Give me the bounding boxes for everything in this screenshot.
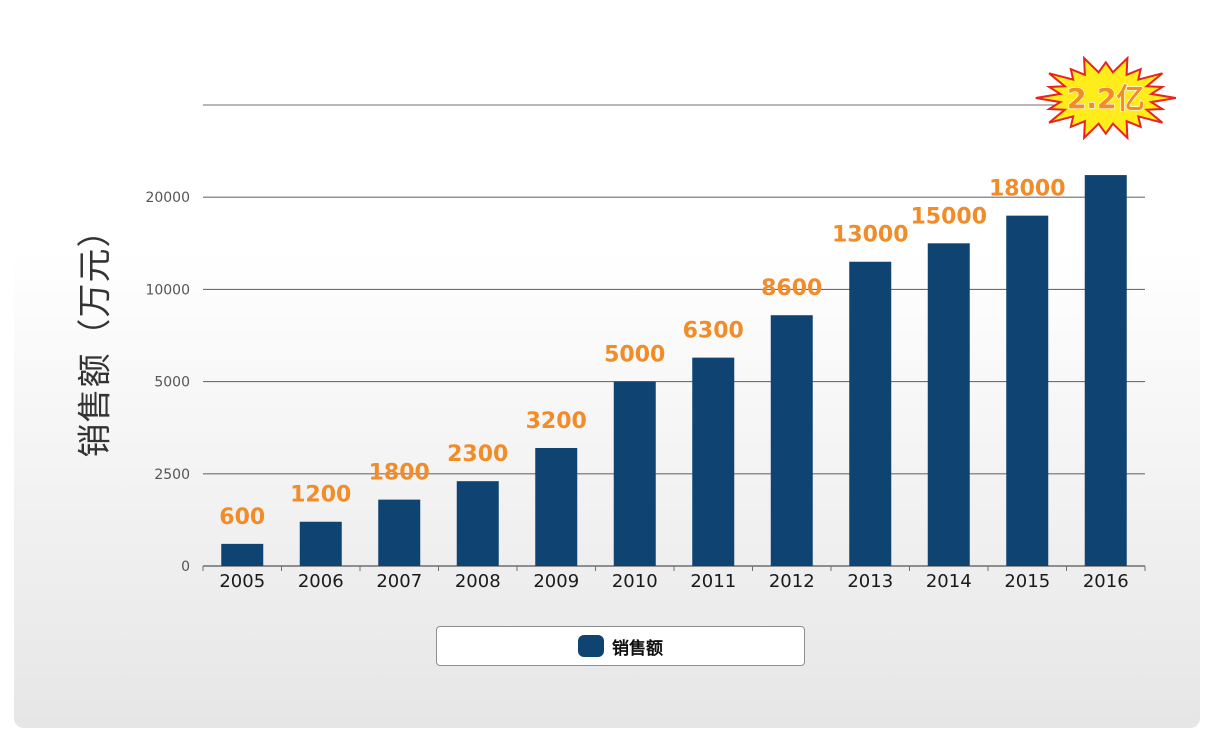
y-tick-label: 0: [181, 559, 190, 575]
data-label-2010: 5000: [604, 343, 665, 368]
legend-swatch: [578, 635, 604, 657]
bar-2011: [692, 357, 735, 566]
legend-label: 销售额: [612, 638, 663, 659]
bar-2015: [1006, 215, 1049, 566]
x-tick-label-2016: 2016: [1083, 571, 1129, 592]
data-label-2015: 18000: [989, 177, 1066, 202]
data-label-2014: 15000: [910, 204, 987, 229]
data-label-2007: 1800: [369, 461, 430, 486]
data-label-2006: 1200: [290, 483, 351, 508]
bar-2016: [1084, 175, 1127, 566]
bar-2007: [378, 499, 421, 566]
y-tick-label: 20000: [145, 190, 190, 206]
data-label-2009: 3200: [526, 409, 587, 434]
x-tick-label-2005: 2005: [219, 571, 265, 592]
data-label-2005: 600: [219, 505, 265, 530]
x-tick-label-2006: 2006: [298, 571, 344, 592]
starburst-label: 2.2亿: [1067, 82, 1145, 115]
bar-2005: [221, 543, 264, 566]
bar-2006: [299, 521, 342, 566]
data-label-2013: 13000: [832, 223, 909, 248]
bar-2008: [456, 481, 499, 566]
x-tick-label-2010: 2010: [612, 571, 658, 592]
y-tick-label: 2500: [154, 467, 190, 483]
bar-2014: [927, 243, 970, 567]
legend: 销售额: [436, 626, 805, 666]
x-tick-label-2007: 2007: [376, 571, 422, 592]
x-tick-label-2014: 2014: [926, 571, 972, 592]
data-label-2011: 6300: [683, 319, 744, 344]
x-tick-label-2009: 2009: [533, 571, 579, 592]
bar-2013: [849, 261, 892, 566]
x-tick-label-2013: 2013: [847, 571, 893, 592]
data-label-2012: 8600: [761, 276, 822, 301]
x-tick-label-2012: 2012: [769, 571, 815, 592]
y-tick-label: 10000: [145, 282, 190, 298]
x-tick-label-2015: 2015: [1004, 571, 1050, 592]
y-tick-label: 5000: [154, 375, 190, 391]
bar-2012: [770, 315, 813, 566]
chart-background: [14, 12, 1200, 728]
bar-2009: [535, 447, 578, 566]
x-tick-label-2008: 2008: [455, 571, 501, 592]
starburst-badge: [1035, 55, 1176, 141]
data-label-2008: 2300: [447, 442, 508, 467]
x-tick-label-2011: 2011: [690, 571, 736, 592]
bar-2010: [613, 381, 656, 566]
